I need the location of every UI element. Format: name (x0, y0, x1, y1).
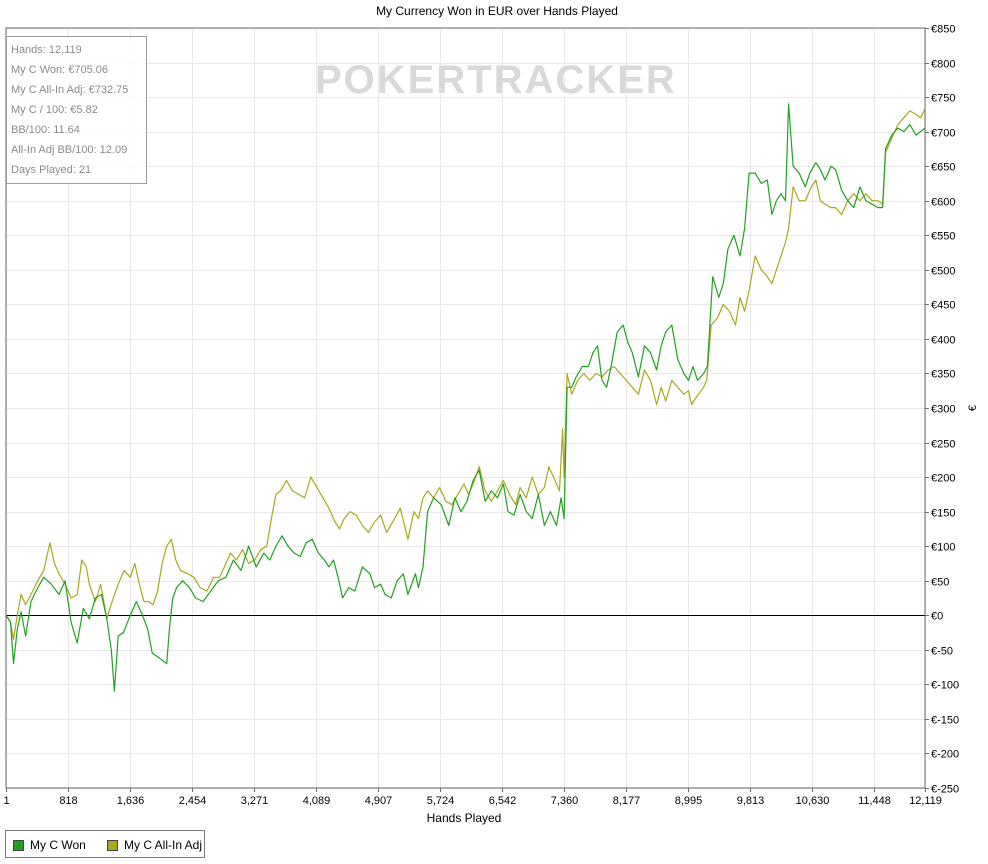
y-tick-label: €600 (931, 197, 955, 209)
watermark-logo: POKERTRACKER (315, 58, 677, 102)
x-tick-label: 8,177 (613, 795, 641, 807)
legend-item-my-c-won[interactable]: My C Won (13, 838, 86, 852)
x-tick-label: 4,907 (365, 795, 393, 807)
y-tick-label: €-250 (931, 784, 959, 796)
x-tick-label: 12,119 (909, 795, 942, 807)
x-axis-label: Hands Played (427, 811, 502, 825)
series-line-my-c-won (5, 103, 926, 692)
x-tick-label: 8,995 (675, 795, 703, 807)
legend-swatch-my-c-won (13, 839, 24, 851)
y-tick-label: €500 (931, 266, 955, 278)
y-tick-label: €550 (931, 231, 955, 243)
x-tick-label: 7,360 (551, 795, 579, 807)
y-tick-label: €700 (931, 128, 955, 140)
x-tick-label: 4,089 (303, 795, 331, 807)
x-tick-label: 10,630 (796, 795, 830, 807)
y-tick-label: €-50 (931, 646, 953, 658)
x-tick-label: 1,636 (117, 795, 145, 807)
x-tick-label: 11,448 (858, 795, 891, 807)
stat-per-100: My C / 100: €5.82 (11, 104, 98, 116)
legend-label-my-c-all-in-adj: My C All-In Adj (124, 838, 203, 852)
series-lines (5, 103, 926, 692)
y-tick-label: €50 (931, 577, 949, 589)
stat-all-in-adj: My C All-In Adj: €732.75 (11, 84, 129, 96)
chart-legend: My C Won My C All-In Adj (5, 830, 205, 858)
x-tick-label: 9,813 (737, 795, 765, 807)
y-tick-label: €-150 (931, 715, 959, 727)
stat-hands: Hands: 12,119 (11, 44, 82, 56)
x-tick-label: 6,542 (489, 795, 517, 807)
y-tick-label: €800 (931, 59, 955, 71)
y-tick-label: €200 (931, 473, 955, 485)
y-tick-label: €400 (931, 335, 955, 347)
y-tick-label: €100 (931, 542, 955, 554)
y-tick-label: €650 (931, 162, 955, 174)
chart-title: My Currency Won in EUR over Hands Played (376, 4, 618, 18)
stats-panel: Hands: 12,119 My C Won: €705.06 My C All… (6, 36, 147, 184)
y-tick-label: €-200 (931, 749, 959, 761)
legend-label-my-c-won: My C Won (30, 838, 86, 852)
x-tick-label: 5,724 (427, 795, 455, 807)
y-tick-label: €750 (931, 93, 955, 105)
x-tick-label: 3,271 (241, 795, 269, 807)
y-tick-label: €300 (931, 404, 955, 416)
pokertracker-watermark: POKERTRACKER (315, 58, 677, 102)
x-tick-label: 818 (59, 795, 77, 807)
y-tick-label: €0 (931, 611, 943, 623)
legend-swatch-my-c-all-in-adj (107, 839, 118, 851)
x-axis: 1 818 1,636 2,454 3,271 4,089 4,907 5,724 6,542 7… (3, 788, 942, 807)
y-tick-label: €150 (931, 508, 955, 520)
stat-all-in-adj-bb-100: All-In Adj BB/100: 12.09 (11, 144, 128, 156)
y-tick-label: €-100 (931, 680, 959, 692)
y-tick-label: €850 (931, 24, 955, 36)
y-tick-label: €450 (931, 300, 955, 312)
stat-bb-100: BB/100: 11.64 (11, 124, 80, 136)
x-tick-label: 1 (3, 795, 9, 807)
y-tick-label: €350 (931, 369, 955, 381)
stat-days-played: Days Played: 21 (11, 164, 92, 176)
y-axis: €850 €800 €750 €700 €650 €600 €550 €500 €450 €400… (925, 24, 959, 796)
grid-lines (6, 28, 926, 789)
stat-won: My C Won: €705.06 (11, 64, 109, 76)
y-tick-label: €250 (931, 439, 955, 451)
legend-item-my-c-all-in-adj[interactable]: My C All-In Adj (107, 838, 202, 852)
y-axis-label: € (967, 405, 979, 411)
x-tick-label: 2,454 (179, 795, 207, 807)
